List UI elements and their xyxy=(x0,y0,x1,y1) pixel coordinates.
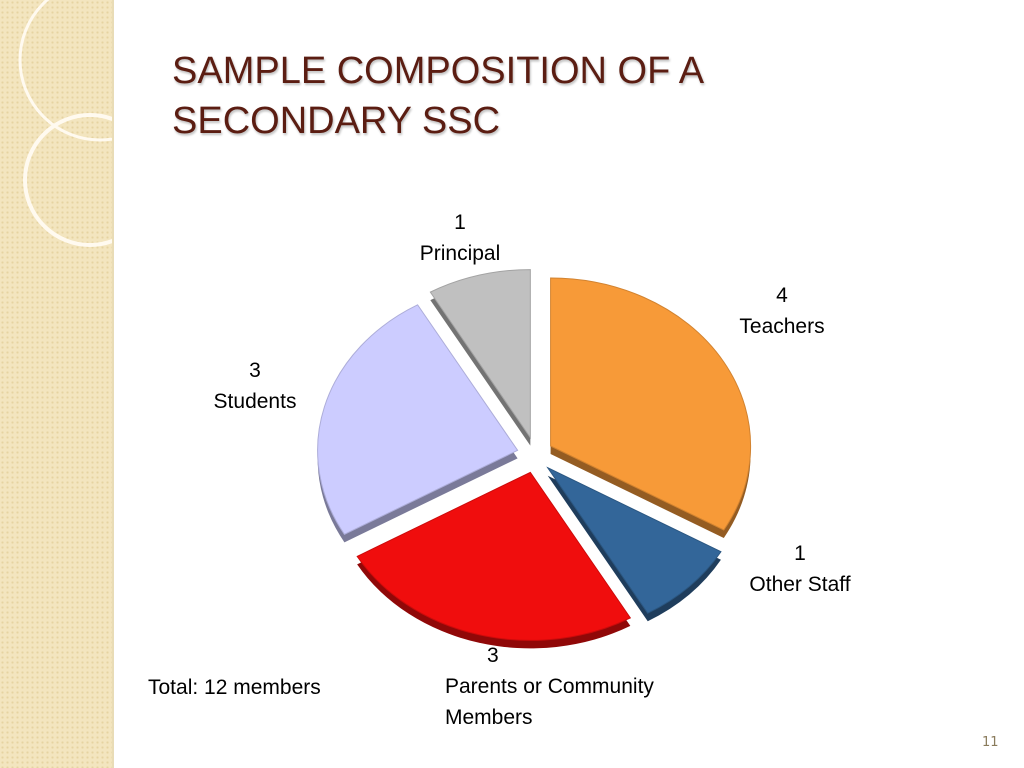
value-label: 1 xyxy=(454,211,466,234)
data-label: 3 Students xyxy=(200,355,310,417)
decor-circle xyxy=(23,113,112,247)
category-label: Other Staff xyxy=(749,573,851,596)
value-label: 3 xyxy=(487,644,499,667)
category-label: Students xyxy=(213,390,297,413)
slice-top xyxy=(356,471,632,641)
decor-strip xyxy=(0,0,114,768)
pie-slice xyxy=(356,471,632,649)
data-label: 1 Principal xyxy=(405,207,515,269)
value-label: 3 xyxy=(249,359,261,382)
value-label: 4 xyxy=(776,284,788,307)
data-label: 3 Parents or Community Members xyxy=(445,640,685,733)
pie-slice xyxy=(550,277,752,538)
slice-top xyxy=(429,269,531,440)
data-label: 1 Other Staff xyxy=(720,538,880,600)
page-number: 11 xyxy=(982,735,999,750)
slice-top xyxy=(546,466,722,614)
value-label: 1 xyxy=(794,542,806,565)
category-label: Principal xyxy=(419,242,501,265)
annotation: Total: 12 members xyxy=(148,676,321,699)
category-label: Teachers xyxy=(739,315,825,338)
slice-top xyxy=(550,277,752,531)
data-label: 4 Teachers xyxy=(732,280,832,342)
chart-title: SAMPLE COMPOSITION OF A SECONDARY SSC xyxy=(172,50,702,142)
slice-top xyxy=(317,304,519,535)
pie-slice xyxy=(546,466,722,622)
decor xyxy=(18,0,112,247)
category-label: Parents or Community Members xyxy=(445,675,654,729)
decor-circle xyxy=(18,0,112,142)
pie-slice xyxy=(429,269,531,446)
pie-slice xyxy=(317,304,519,543)
